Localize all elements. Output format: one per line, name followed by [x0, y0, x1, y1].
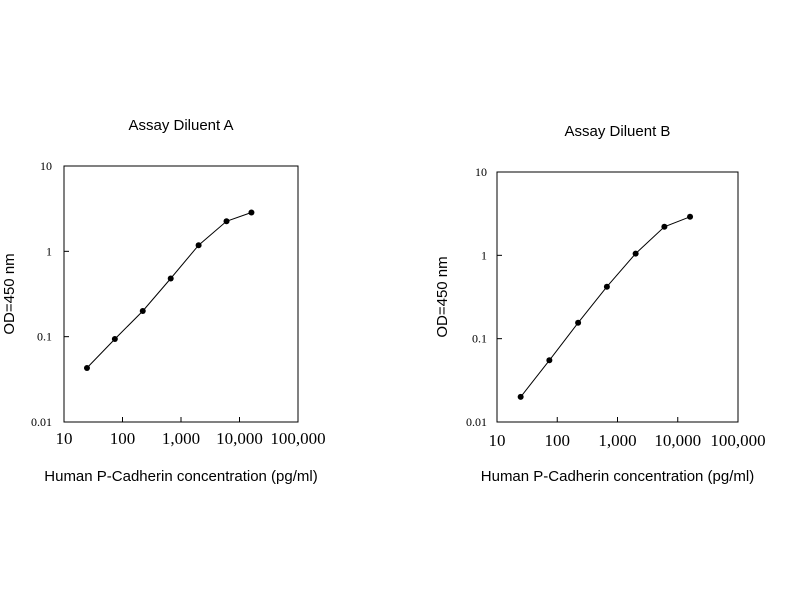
- x-tick-label: 10: [56, 429, 73, 448]
- x-tick-label: 100,000: [710, 431, 765, 450]
- chart-panel-1: Assay Diluent A Human P-Cadherin concentr…: [1, 117, 326, 485]
- x-tick-label: 10,000: [216, 429, 263, 448]
- y-axis-label: OD=450 nm: [1, 253, 18, 334]
- data-point: [195, 242, 202, 249]
- data-point: [603, 283, 610, 290]
- x-axis-label: Human P-Cadherin concentration (pg/ml): [44, 468, 317, 485]
- y-tick-label: 0.01: [31, 415, 52, 429]
- series-line: [520, 216, 691, 398]
- x-tick-label: 100: [110, 429, 136, 448]
- data-point: [661, 223, 668, 230]
- data-point: [248, 209, 255, 216]
- y-tick-label: 1: [481, 248, 487, 262]
- y-axis-label: OD=450 nm: [434, 256, 451, 337]
- series-line: [86, 212, 252, 369]
- x-tick-label: 100: [545, 431, 571, 450]
- y-tick-label: 0.01: [466, 415, 487, 429]
- data-point: [223, 218, 230, 225]
- x-tick-label: 10,000: [654, 431, 701, 450]
- y-tick-label: 1: [46, 244, 52, 258]
- data-point: [167, 275, 174, 282]
- x-tick-label: 10: [489, 431, 506, 450]
- y-tick-label: 10: [40, 159, 52, 173]
- plot-frame: [63, 165, 299, 423]
- data-point: [139, 307, 146, 314]
- x-tick-label: 1,000: [162, 429, 200, 448]
- y-tick-label: 0.1: [472, 332, 487, 346]
- chart-title: Assay Diluent A: [128, 117, 233, 134]
- data-point: [83, 364, 90, 371]
- y-tick-label: 0.1: [37, 330, 52, 344]
- x-tick-label: 1,000: [598, 431, 636, 450]
- plot-frame: [496, 171, 739, 423]
- data-point: [687, 213, 694, 220]
- data-point: [546, 357, 553, 364]
- chart-title: Assay Diluent B: [565, 123, 671, 140]
- x-tick-label: 100,000: [270, 429, 325, 448]
- data-point: [517, 393, 524, 400]
- x-axis-label: Human P-Cadherin concentration (pg/ml): [481, 468, 754, 485]
- data-point: [111, 335, 118, 342]
- chart-panel-2: Assay Diluent B Human P-Cadherin concentr…: [434, 123, 766, 485]
- data-point: [575, 319, 582, 326]
- data-point: [632, 250, 639, 257]
- y-tick-label: 10: [475, 165, 487, 179]
